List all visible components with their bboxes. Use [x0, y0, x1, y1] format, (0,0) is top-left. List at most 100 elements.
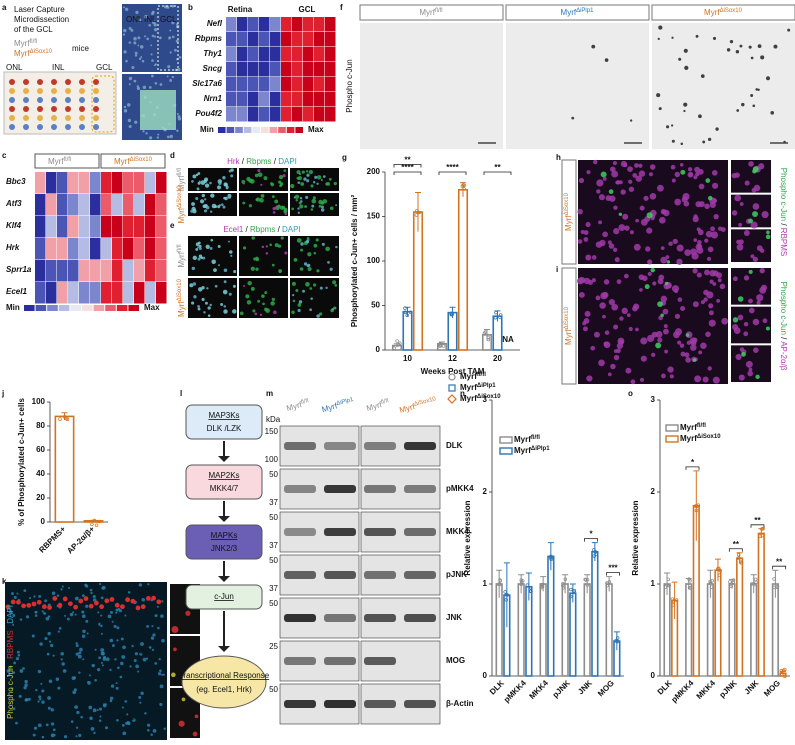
diagram-cell [9, 124, 15, 130]
heat-cell [145, 216, 156, 238]
cell [299, 197, 303, 200]
cell [712, 376, 720, 384]
bracket [750, 524, 765, 528]
label: 100 [265, 455, 279, 464]
label: JNK [446, 613, 462, 622]
x-tick-label: 12 [448, 354, 457, 363]
cell [100, 632, 103, 635]
cell [242, 284, 245, 287]
heat-cell [46, 216, 57, 238]
scale-swatch [93, 305, 105, 311]
cell [197, 241, 201, 245]
heat-cell [46, 172, 57, 194]
replicate-dot [438, 344, 442, 348]
scale-swatch [128, 305, 139, 311]
legend-sup: ΔiPlp1 [531, 446, 550, 452]
heat-cell [281, 77, 292, 92]
cell [15, 721, 18, 725]
cell [87, 680, 90, 684]
cell [679, 162, 684, 167]
band [404, 571, 436, 579]
replicate-dot [395, 339, 399, 343]
label: Thy1 [203, 49, 222, 58]
replicate-dot [414, 213, 419, 217]
stain: Phospho c-Jun [6, 666, 15, 719]
bar [561, 583, 569, 677]
label: of the GCL [14, 25, 53, 34]
cell [313, 243, 318, 248]
cell [89, 588, 93, 592]
replicate-dot [462, 187, 466, 191]
genotype-base: Myrf [177, 251, 186, 267]
rgc [109, 596, 115, 602]
diagram-cell [65, 106, 71, 112]
band [364, 571, 396, 579]
heat-cell [281, 32, 292, 47]
cell [308, 170, 313, 175]
y-axis-label: Phosphorylated c-Jun+ cells / mm² [350, 195, 359, 328]
heat-cell [248, 77, 259, 92]
genotype-base: Myrf [419, 8, 435, 17]
rgc [36, 599, 42, 605]
cell [251, 236, 255, 240]
replicate-dot [572, 588, 577, 593]
cell [311, 204, 315, 208]
cell [638, 170, 646, 177]
heat-cell [145, 282, 156, 304]
cell [259, 198, 264, 203]
cell [299, 204, 304, 209]
cell [702, 140, 706, 144]
cell [201, 297, 205, 301]
heat-cell [303, 17, 314, 32]
cell [75, 644, 79, 648]
replicate-dot [498, 315, 502, 319]
rgc [140, 604, 146, 610]
cell [96, 708, 99, 711]
cell [218, 181, 222, 185]
cell [681, 196, 688, 203]
cell [656, 184, 664, 192]
y-tick-label: 1 [651, 579, 656, 588]
y-tick-label: 150 [367, 212, 381, 221]
cell [140, 56, 143, 58]
cell [674, 313, 681, 319]
replicate-dot [92, 518, 97, 523]
heat-cell [325, 62, 336, 77]
cell [748, 161, 754, 167]
rgc [73, 604, 78, 610]
band [284, 485, 316, 493]
rgc [156, 599, 162, 605]
cell [137, 44, 140, 47]
cell [632, 305, 638, 312]
cell [756, 294, 764, 302]
cell [128, 27, 132, 30]
heat-cell [281, 62, 292, 77]
replicate-dot [498, 313, 503, 317]
cell [736, 243, 744, 251]
heat-cell [237, 77, 248, 92]
cell [690, 344, 697, 351]
y-tick-label: 200 [367, 167, 381, 176]
cell [603, 341, 611, 349]
cell [37, 669, 42, 674]
stain-label: Hrk / Rbpms / DAPI [227, 157, 297, 166]
label: Min [6, 303, 20, 312]
band [324, 700, 356, 708]
replicate-dot [761, 526, 765, 531]
heat-cell [68, 172, 79, 194]
cell [198, 246, 202, 251]
cell [610, 363, 616, 370]
replicate-dot [561, 584, 565, 588]
cell [600, 171, 607, 178]
cell [715, 127, 719, 131]
cell [157, 672, 162, 676]
bar [736, 557, 744, 677]
cell [223, 182, 228, 187]
cell [161, 600, 164, 603]
cell [207, 314, 211, 317]
cell [752, 211, 758, 217]
rgc [26, 602, 32, 608]
replicate-dot [605, 583, 609, 588]
cell [620, 189, 626, 195]
cell [660, 246, 665, 251]
